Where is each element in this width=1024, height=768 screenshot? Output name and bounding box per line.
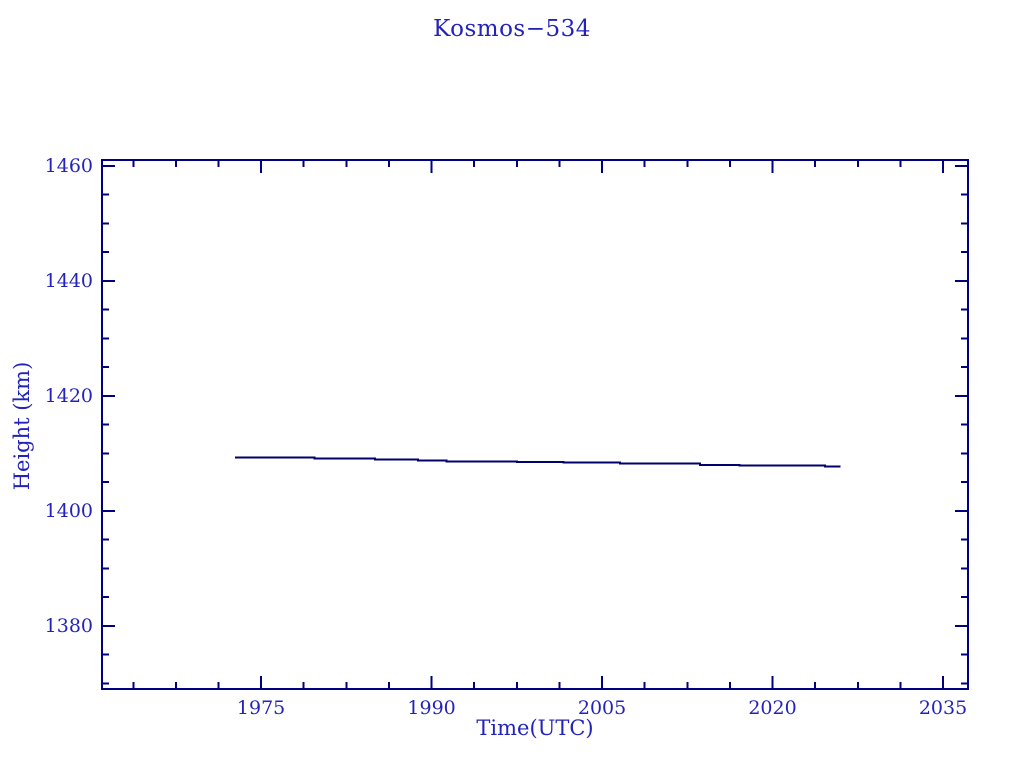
chart-title: Kosmos−534 [433, 16, 591, 42]
tick-label: 2020 [748, 697, 796, 719]
tick-label: 1420 [45, 385, 93, 407]
x-axis-label: Time(UTC) [476, 716, 594, 740]
tick-label: 1460 [45, 155, 93, 177]
tick-label: 2035 [919, 697, 967, 719]
tick-label: 1990 [407, 697, 455, 719]
tick-label: 1400 [45, 500, 93, 522]
y-axis-label: Height (km) [10, 361, 34, 491]
series-orbit-height-line [235, 456, 841, 468]
tick-label: 1440 [45, 270, 93, 292]
tick-label: 1380 [45, 615, 93, 637]
tick-label: 2005 [578, 697, 626, 719]
tick-label: 1975 [237, 697, 285, 719]
plot-frame [101, 159, 969, 690]
